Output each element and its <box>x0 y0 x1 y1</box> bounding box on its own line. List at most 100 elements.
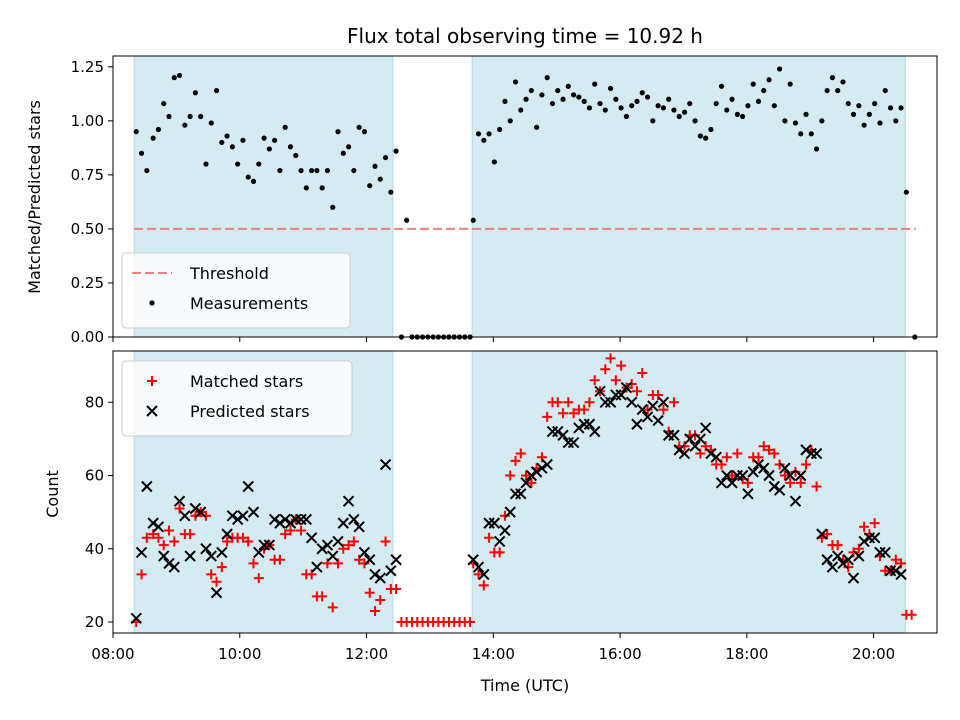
y-tick-label: 80 <box>85 393 104 411</box>
measurement-point <box>755 98 762 104</box>
matched-star-marker <box>465 617 476 628</box>
measurement-point <box>729 96 735 102</box>
measurement-point <box>581 98 587 104</box>
predicted-star-marker <box>226 510 239 522</box>
predicted-star-marker <box>625 396 638 408</box>
matched-star-marker <box>542 411 553 422</box>
predicted-star-marker <box>321 539 334 551</box>
predicted-star-marker <box>141 480 153 493</box>
measurement-point <box>798 131 804 137</box>
measurement-point <box>388 189 394 195</box>
predicted-star-marker <box>179 510 191 522</box>
measurement-point <box>319 185 325 191</box>
predicted-star-marker <box>678 447 691 460</box>
measurement-point <box>502 98 508 104</box>
predicted-star-marker <box>631 418 643 430</box>
matched-star-marker <box>721 452 732 463</box>
matched-star-marker <box>484 532 495 543</box>
y-tick-label: 60 <box>85 467 104 485</box>
measurement-point <box>692 118 698 124</box>
measurement-point <box>240 137 246 143</box>
predicted-star-marker <box>800 444 812 456</box>
measurement-point <box>713 100 719 107</box>
predicted-star-marker <box>557 429 569 441</box>
matched-star-marker <box>243 536 254 547</box>
matched-star-marker <box>211 576 222 587</box>
measurement-point <box>639 90 645 96</box>
predicted-star-marker <box>652 414 664 427</box>
measurement-point <box>176 72 183 79</box>
matched-star-marker <box>473 569 484 580</box>
legend: Threshold Measurements <box>121 252 351 329</box>
matched-star-marker <box>163 525 174 536</box>
predicted-star-marker <box>279 513 291 526</box>
measurement-point <box>745 103 751 109</box>
matched-star-marker <box>589 375 600 386</box>
predicted-star-marker <box>210 587 223 599</box>
measurement-point <box>634 98 640 104</box>
measurement-point <box>734 111 740 117</box>
matched-star-marker <box>222 536 233 547</box>
measurement-point <box>192 90 198 96</box>
matched-star-marker <box>280 529 291 540</box>
predicted-star-marker <box>152 521 165 533</box>
measurement-point <box>560 96 566 102</box>
matched-star-marker <box>832 540 843 551</box>
predicted-star-marker <box>173 495 186 507</box>
measurement-point <box>623 113 630 120</box>
measurement-point <box>481 137 487 143</box>
predicted-star-marker <box>242 480 254 493</box>
predicted-star-marker <box>715 477 728 489</box>
observing-interval-band <box>471 55 906 338</box>
predicted-star-marker <box>657 396 670 408</box>
y-tick-label: 40 <box>85 540 104 558</box>
matched-star-marker <box>505 470 516 481</box>
measurement-point <box>697 133 703 139</box>
predicted-star-marker <box>200 543 212 555</box>
measurement-point <box>555 87 561 94</box>
predicted-star-marker <box>847 572 860 584</box>
matched-star-marker <box>610 375 621 386</box>
measurement-point <box>523 96 529 102</box>
predicted-star-marker <box>390 554 402 566</box>
matched-star-marker <box>758 441 769 452</box>
matched-star-marker <box>216 562 227 573</box>
measurement-point <box>282 124 288 130</box>
predicted-star-marker <box>358 546 371 559</box>
matched-star-marker <box>753 452 764 463</box>
predicted-star-marker <box>189 502 202 515</box>
measurement-point <box>491 159 497 165</box>
matched-star-marker <box>343 540 354 551</box>
measurement-point <box>213 87 220 94</box>
predicted-star-marker <box>163 557 175 570</box>
predicted-star-marker <box>221 528 233 540</box>
matched-star-marker <box>764 444 775 455</box>
matched-star-marker <box>478 580 489 591</box>
predicted-star-marker <box>831 550 844 562</box>
predicted-star-marker <box>316 543 328 555</box>
predicted-star-marker <box>364 554 376 566</box>
predicted-star-marker <box>742 488 754 500</box>
measurement-point <box>287 144 294 150</box>
measurement-point <box>681 109 688 115</box>
measurement-point <box>470 217 476 223</box>
predicted-star-marker <box>567 436 580 449</box>
measurement-point <box>144 167 150 174</box>
measurement-point <box>486 131 492 137</box>
predicted-star-marker <box>583 418 596 430</box>
matched-star-marker <box>579 404 590 415</box>
top-y-axis-label: Matched/Predicted stars <box>25 100 44 294</box>
predicted-star-marker <box>763 469 775 482</box>
measurement-point <box>676 113 682 120</box>
measurement-point <box>576 94 582 100</box>
bottom-y-axis-label: Count <box>43 470 62 518</box>
matched-star-marker <box>285 525 296 536</box>
predicted-star-marker <box>821 554 833 566</box>
matched-star-marker <box>274 554 285 565</box>
predicted-star-marker <box>689 440 701 452</box>
matched-star-marker <box>141 532 152 543</box>
predicted-star-marker <box>721 469 733 482</box>
matched-star-marker <box>317 591 328 602</box>
matched-star-marker <box>906 609 917 620</box>
matched-star-marker <box>327 602 338 613</box>
